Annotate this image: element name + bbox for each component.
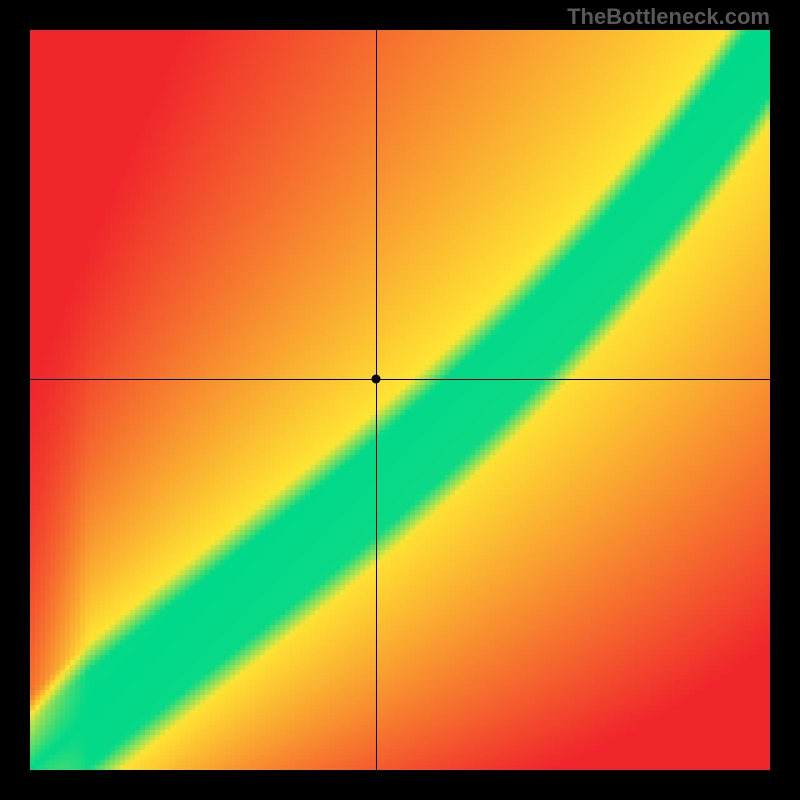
heatmap-canvas <box>30 30 770 770</box>
crosshair-marker <box>372 375 381 384</box>
plot-frame <box>30 30 770 770</box>
watermark-text: TheBottleneck.com <box>567 4 770 30</box>
chart-container: TheBottleneck.com <box>0 0 800 800</box>
crosshair-vertical <box>376 30 377 770</box>
crosshair-horizontal <box>30 379 770 380</box>
